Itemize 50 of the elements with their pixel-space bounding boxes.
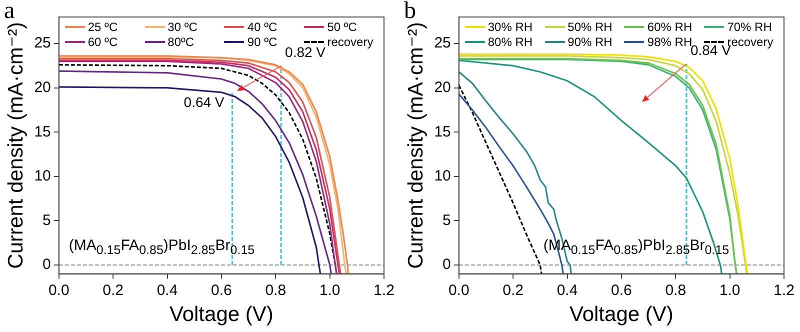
y-tick-label: 5 (442, 212, 451, 229)
y-axis-title: Current density (mA·cm⁻²) (4, 22, 28, 269)
y-tick-label: 15 (34, 123, 51, 140)
text: a (4, 0, 15, 24)
y-tick-label: 10 (34, 168, 51, 185)
x-tick-label: 0.6 (211, 282, 232, 299)
legend-label: recovery (327, 35, 374, 49)
x-tick-label: 0.4 (156, 282, 178, 299)
legend-label: 70% RH (727, 20, 772, 34)
legend-label: 50 ºC (327, 20, 357, 34)
y-axis-title: Current density (mA·cm⁻²) (404, 22, 428, 269)
legend-label: 80ºC (168, 35, 194, 49)
y-tick-label: 15 (434, 123, 451, 140)
x-axis-title: Voltage (V) (569, 303, 674, 326)
x-tick-label: 0.0 (48, 282, 70, 299)
x-tick-label: 1.2 (374, 282, 394, 299)
legend-label: 60% RH (647, 20, 692, 34)
annotation: 0.82 V (285, 44, 326, 60)
x-axis-title: Voltage (V) (169, 303, 274, 326)
x-tick-label: 0.2 (102, 282, 124, 299)
x-tick-label: 1.2 (774, 282, 794, 299)
legend-label: 98% RH (647, 35, 692, 49)
legend-label: 90% RH (568, 35, 612, 49)
legend-label: 60 ºC (88, 35, 118, 49)
legend-label: 80% RH (488, 35, 533, 49)
x-tick-label: 0.4 (556, 282, 578, 299)
y-tick-label: 0 (442, 256, 451, 274)
y-tick-label: 20 (434, 78, 451, 96)
legend-label: 50% RH (568, 20, 612, 34)
x-tick-label: 1.0 (319, 282, 340, 299)
x-tick-label: 0.8 (265, 282, 286, 299)
y-tick-label: 20 (34, 78, 51, 96)
annotation: (MA$_{0.15}$FA$_{0.85}$)PbI$_{2.85}$Br$_{0.15}$ (68, 236, 255, 257)
legend-label: 90 ºC (247, 35, 278, 49)
x-tick-label: 0.2 (502, 282, 524, 299)
text: b (404, 0, 416, 24)
y-tick-label: 25 (434, 34, 451, 52)
y-tick-label: 10 (434, 168, 451, 185)
y-tick-label: 0 (42, 256, 51, 274)
x-tick-label: 0.6 (611, 282, 632, 299)
x-tick-label: 1.0 (719, 282, 740, 299)
legend-label: 30 ºC (168, 20, 198, 34)
y-tick-label: 25 (34, 34, 51, 52)
legend-label: 40 ºC (247, 20, 278, 34)
x-tick-label: 0.0 (448, 282, 470, 299)
x-tick-label: 0.8 (665, 282, 686, 299)
annotation: 0.64 V (184, 94, 224, 110)
y-tick-label: 5 (42, 212, 51, 229)
legend-label: 30% RH (488, 20, 533, 34)
legend-label: 25 ºC (88, 20, 118, 34)
